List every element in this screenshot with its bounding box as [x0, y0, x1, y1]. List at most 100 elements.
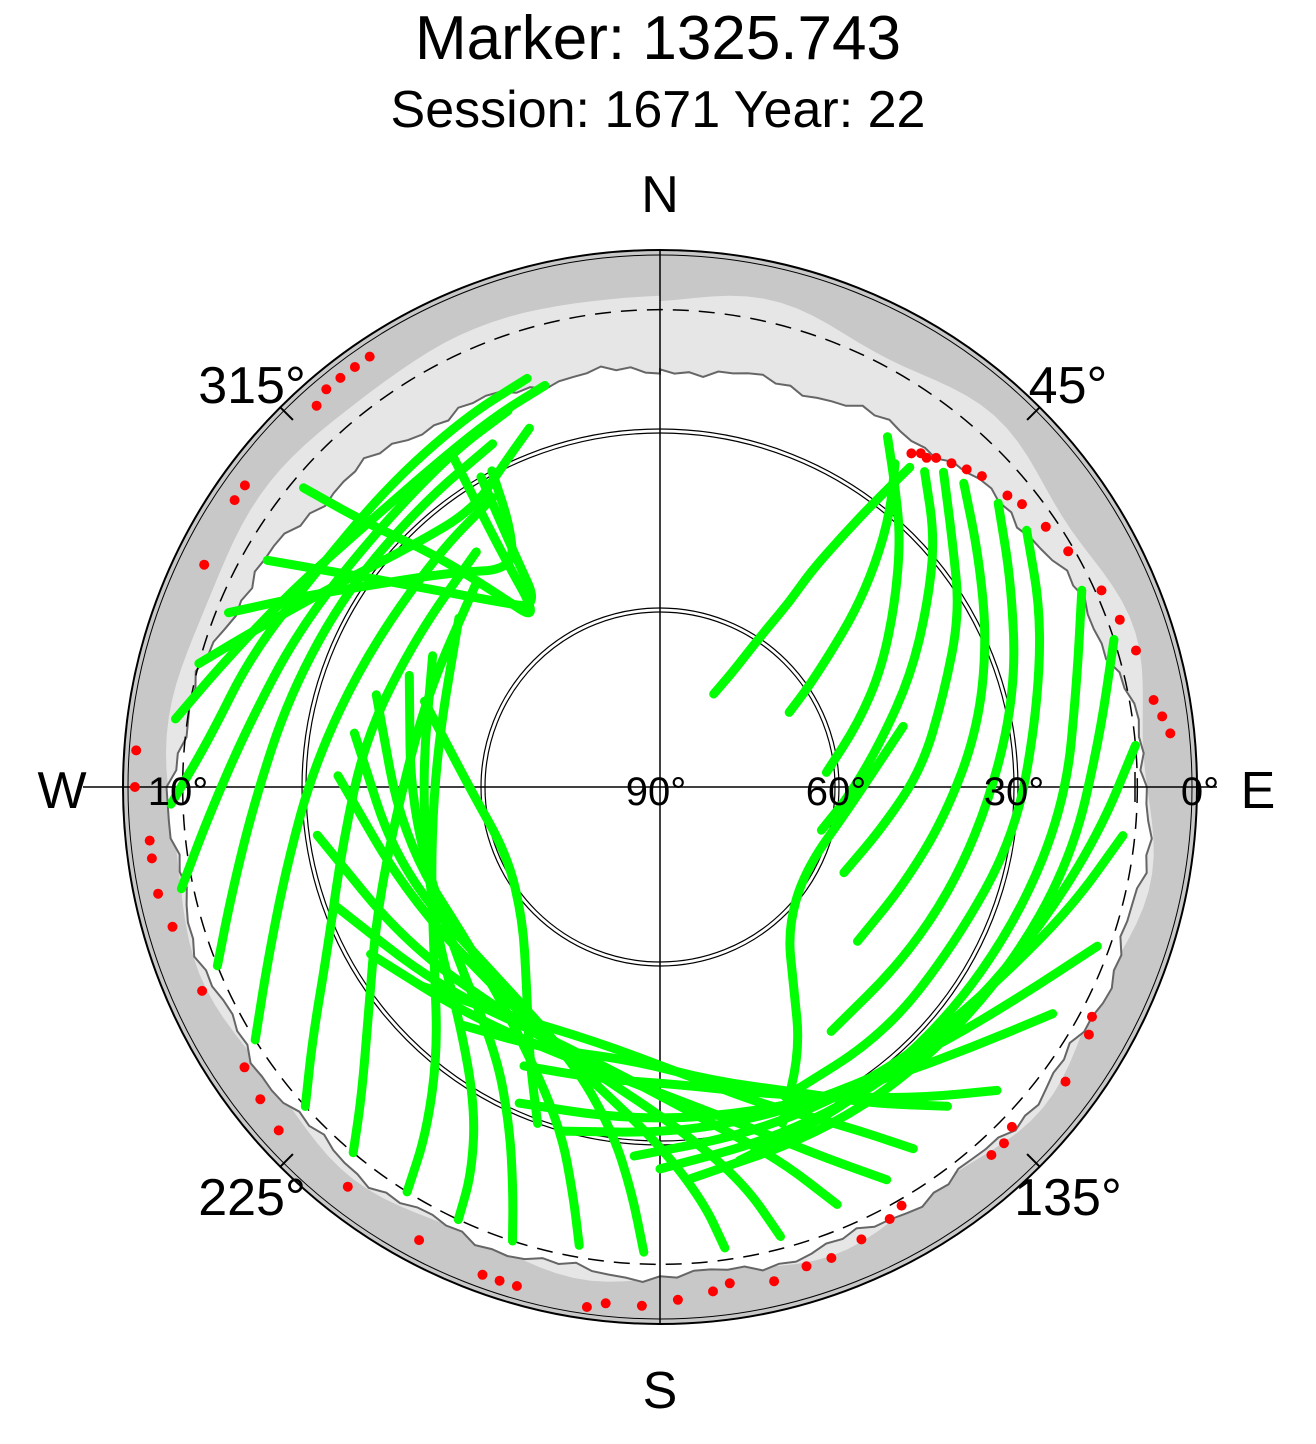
track-endpoint [1060, 1076, 1071, 1087]
azimuth-label-45: 45° [1029, 357, 1108, 415]
satellite-track [629, 831, 1128, 1161]
track-endpoint [1017, 499, 1027, 510]
satellite-track [826, 498, 1019, 1036]
track-endpoint [600, 1298, 611, 1309]
azimuth-tick-45 [1026, 406, 1041, 421]
track-endpoint [335, 372, 346, 383]
satellite-track [171, 381, 550, 724]
track-endpoint [1131, 645, 1141, 656]
track-endpoints [129, 351, 1176, 1312]
track-endpoint [342, 1181, 353, 1192]
satellite-track [419, 651, 479, 1225]
azimuth-tick-315 [279, 406, 294, 421]
satellite-track [402, 613, 464, 1197]
track-endpoint [826, 1253, 837, 1263]
track-endpoint [931, 452, 942, 463]
track-endpoint [129, 782, 140, 792]
azimuth-label-315: 315° [198, 357, 306, 415]
satellite-track [853, 478, 990, 946]
track-endpoint [636, 1300, 647, 1311]
elevation-tick-30: 30° [984, 770, 1045, 814]
track-endpoint [896, 1200, 907, 1211]
track-endpoint [239, 1062, 250, 1073]
compass-east-label: E [1241, 762, 1276, 820]
track-endpoint [921, 452, 932, 463]
satellite-track [300, 547, 481, 1111]
satellite-track [821, 432, 904, 777]
track-endpoint [349, 362, 360, 372]
satellite-tracks [166, 373, 1140, 1257]
track-endpoint [131, 745, 142, 756]
track-endpoint [146, 853, 157, 864]
satellite-track [250, 493, 498, 1045]
satellite-track [262, 472, 537, 610]
track-endpoint [769, 1276, 780, 1287]
satellite-track [709, 462, 915, 699]
track-endpoint [414, 1235, 425, 1246]
satellite-track [366, 949, 892, 1185]
satellite-track [420, 696, 543, 1128]
satellite-track [299, 448, 535, 618]
track-endpoint [273, 1125, 284, 1136]
elevation-tick-60: 60° [806, 770, 867, 814]
satellite-track [839, 467, 962, 878]
compass-north-label: N [641, 166, 679, 224]
satellite-track [348, 578, 481, 1158]
azimuth-label-225: 225° [198, 1169, 306, 1227]
satellite-track [417, 981, 918, 1154]
chart-subtitle: Session: 1671 Year: 22 [390, 81, 926, 139]
track-endpoint [856, 1234, 867, 1245]
track-endpoint [581, 1302, 592, 1312]
track-endpoint [708, 1286, 718, 1297]
track-endpoint [239, 480, 250, 491]
track-endpoint [1040, 521, 1051, 532]
azimuth-tick-135 [1026, 1153, 1041, 1168]
track-endpoint [884, 1214, 895, 1224]
track-endpoint [511, 1281, 522, 1291]
satellite-track [816, 467, 938, 835]
track-endpoint [255, 1094, 266, 1105]
elevation-tick-90: 90° [626, 770, 687, 814]
track-endpoint [199, 559, 210, 570]
elevation-tick-10: 10° [148, 770, 209, 814]
compass-west-label: W [37, 762, 86, 820]
track-endpoint [153, 888, 164, 899]
track-endpoint [167, 921, 178, 932]
track-endpoint [1006, 1121, 1017, 1132]
satellite-track [777, 721, 908, 1128]
track-endpoint [1148, 695, 1159, 705]
track-endpoint [494, 1275, 505, 1286]
track-endpoint [1063, 546, 1074, 557]
satellite-track [333, 771, 730, 1253]
track-endpoint [364, 351, 375, 362]
track-endpoint [724, 1278, 735, 1289]
track-endpoint [197, 985, 208, 996]
chart-title: Marker: 1325.743 [415, 4, 901, 73]
track-endpoint [801, 1261, 812, 1272]
satellite-track [780, 525, 1045, 1102]
track-endpoint [906, 448, 917, 459]
track-endpoint [1165, 728, 1176, 739]
track-endpoint [321, 384, 332, 395]
track-endpoint [229, 495, 240, 506]
track-endpoint [1114, 614, 1125, 625]
track-endpoint [1087, 1011, 1097, 1022]
track-endpoint [986, 1150, 997, 1160]
elevation-tick-0: 0° [1181, 770, 1219, 814]
satellite-track [212, 439, 498, 971]
track-endpoint [946, 458, 957, 469]
compass-south-label: S [643, 1362, 678, 1420]
track-endpoint [1096, 585, 1107, 596]
track-endpoint [961, 464, 972, 475]
azimuth-label-135: 135° [1014, 1169, 1122, 1227]
satellite-track [176, 406, 513, 894]
track-endpoint [672, 1294, 683, 1305]
track-endpoint [1002, 490, 1013, 501]
track-endpoint [999, 1138, 1009, 1149]
azimuth-tick-225 [279, 1153, 294, 1168]
track-endpoint [976, 471, 987, 482]
track-endpoint [1083, 1029, 1094, 1040]
track-endpoint [477, 1269, 488, 1280]
track-endpoint [144, 835, 155, 846]
